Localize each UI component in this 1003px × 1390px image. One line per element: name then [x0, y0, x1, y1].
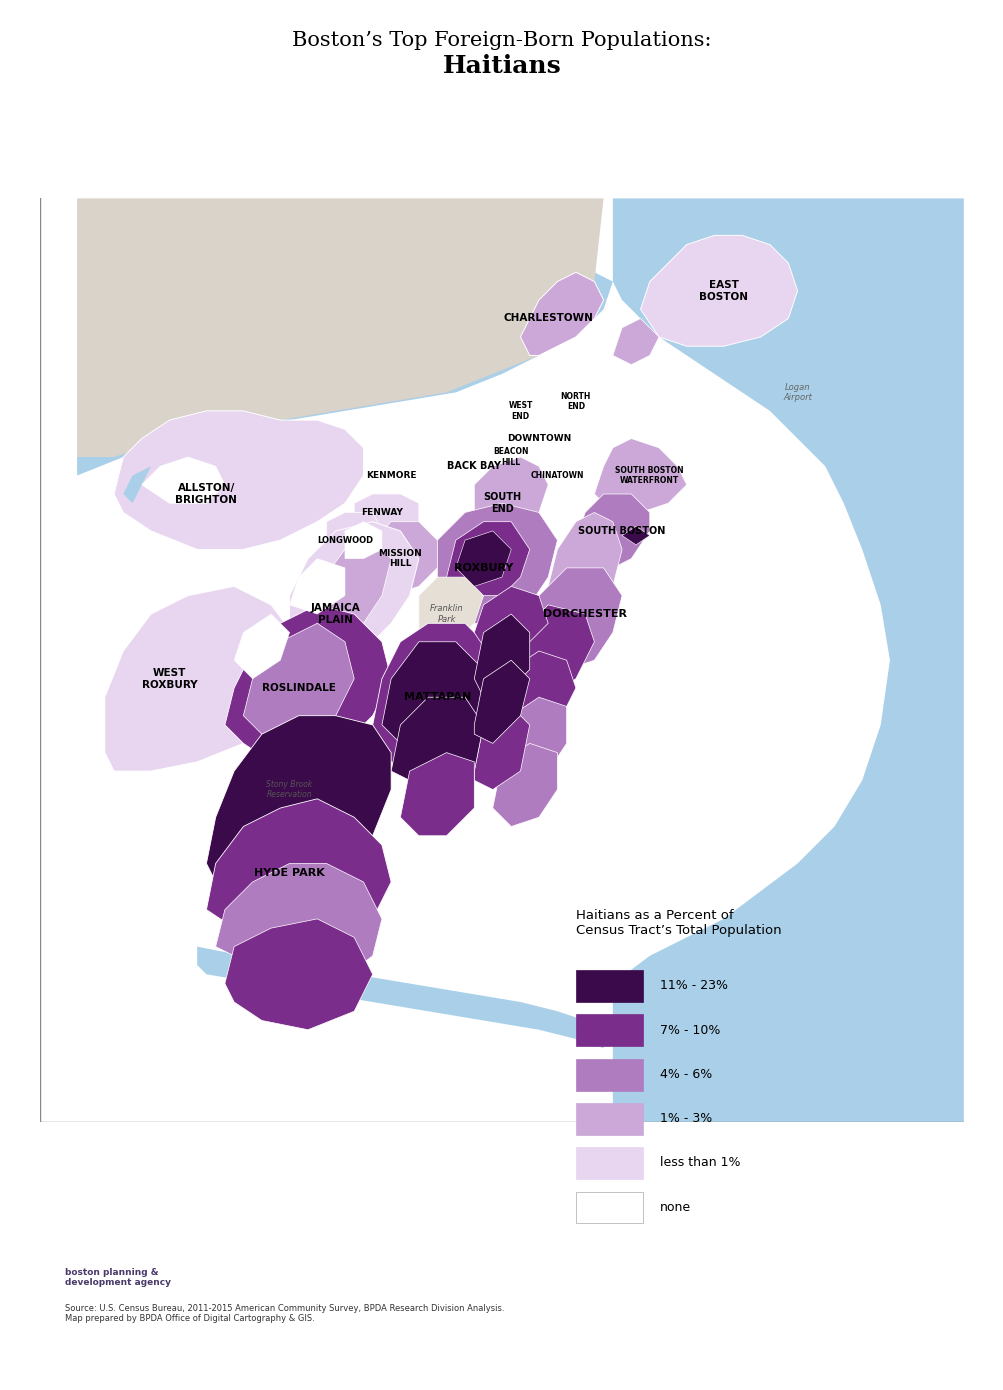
Polygon shape — [391, 698, 483, 790]
Text: WEST
END: WEST END — [508, 402, 533, 421]
Text: Franklin
Park: Franklin Park — [429, 605, 463, 624]
Text: Haitians: Haitians — [442, 54, 561, 78]
Text: NORTH
END: NORTH END — [560, 392, 591, 411]
Polygon shape — [640, 235, 796, 346]
FancyBboxPatch shape — [576, 1059, 642, 1091]
Polygon shape — [612, 199, 963, 1122]
FancyBboxPatch shape — [576, 970, 642, 1002]
Text: EAST
BOSTON: EAST BOSTON — [698, 279, 747, 302]
Polygon shape — [197, 947, 603, 1048]
Polygon shape — [308, 541, 391, 642]
Polygon shape — [114, 411, 363, 549]
Polygon shape — [207, 799, 391, 956]
Polygon shape — [437, 503, 557, 623]
Text: Stony Brook
Reservation: Stony Brook Reservation — [266, 780, 312, 799]
Text: HYDE PARK: HYDE PARK — [254, 867, 325, 877]
Polygon shape — [492, 744, 557, 827]
Polygon shape — [104, 587, 299, 771]
Polygon shape — [381, 642, 483, 762]
Polygon shape — [502, 651, 576, 734]
Text: MATTAPAN: MATTAPAN — [403, 692, 470, 702]
Text: 7% - 10%: 7% - 10% — [659, 1023, 719, 1037]
Text: Haitians as a Percent of
Census Tract’s Total Population: Haitians as a Percent of Census Tract’s … — [576, 909, 781, 937]
Polygon shape — [548, 513, 622, 614]
Polygon shape — [473, 457, 548, 531]
Text: less than 1%: less than 1% — [659, 1156, 739, 1169]
FancyBboxPatch shape — [576, 1191, 642, 1223]
Polygon shape — [566, 272, 612, 328]
Text: Source: U.S. Census Bureau, 2011-2015 American Community Survey, BPDA Research D: Source: U.S. Census Bureau, 2011-2015 Am… — [65, 1304, 505, 1323]
Polygon shape — [372, 521, 437, 595]
Polygon shape — [123, 466, 150, 503]
Polygon shape — [225, 605, 391, 762]
Polygon shape — [473, 706, 530, 790]
Polygon shape — [612, 318, 658, 364]
Polygon shape — [594, 439, 686, 513]
Text: Boston’s Top Foreign-Born Populations:: Boston’s Top Foreign-Born Populations: — [292, 31, 711, 50]
Polygon shape — [289, 521, 418, 660]
Polygon shape — [345, 521, 381, 559]
Polygon shape — [289, 559, 345, 614]
Text: 11% - 23%: 11% - 23% — [659, 980, 727, 992]
Text: MISSION
HILL: MISSION HILL — [378, 549, 422, 569]
Text: WEST
ROXBURY: WEST ROXBURY — [141, 669, 198, 689]
Polygon shape — [77, 282, 603, 475]
Text: ALLSTON/
BRIGHTON: ALLSTON/ BRIGHTON — [176, 484, 237, 505]
Text: boston planning &
development agency: boston planning & development agency — [65, 1268, 172, 1287]
Polygon shape — [243, 623, 354, 744]
FancyBboxPatch shape — [576, 1102, 642, 1134]
Text: ROXBURY: ROXBURY — [453, 563, 513, 573]
Text: SOUTH BOSTON: SOUTH BOSTON — [578, 525, 665, 537]
Text: DORCHESTER: DORCHESTER — [543, 609, 627, 619]
Polygon shape — [502, 698, 566, 780]
Polygon shape — [326, 513, 381, 559]
Text: SOUTH BOSTON
WATERFRONT: SOUTH BOSTON WATERFRONT — [615, 466, 683, 485]
Text: JAMAICA
PLAIN: JAMAICA PLAIN — [311, 603, 360, 626]
Text: CHINATOWN: CHINATOWN — [531, 471, 584, 480]
Text: LONGWOOD: LONGWOOD — [317, 535, 373, 545]
Text: SOUTH
END: SOUTH END — [482, 492, 521, 514]
Polygon shape — [77, 199, 603, 457]
Polygon shape — [557, 374, 594, 411]
Polygon shape — [207, 716, 391, 909]
Text: DOWNTOWN: DOWNTOWN — [507, 434, 571, 443]
Polygon shape — [225, 919, 372, 1030]
FancyBboxPatch shape — [576, 1015, 642, 1047]
Polygon shape — [418, 577, 483, 642]
Polygon shape — [511, 605, 594, 698]
FancyBboxPatch shape — [576, 1147, 642, 1179]
Polygon shape — [473, 660, 530, 744]
Polygon shape — [511, 384, 557, 411]
Polygon shape — [473, 587, 548, 660]
Polygon shape — [354, 493, 418, 541]
Polygon shape — [622, 527, 649, 545]
Polygon shape — [216, 863, 381, 984]
Text: BACK BAY: BACK BAY — [447, 461, 500, 471]
Text: Logan
Airport: Logan Airport — [782, 382, 811, 402]
Polygon shape — [141, 457, 225, 503]
Polygon shape — [511, 411, 585, 475]
Text: none: none — [659, 1201, 690, 1213]
Text: 1% - 3%: 1% - 3% — [659, 1112, 711, 1126]
Polygon shape — [437, 430, 530, 503]
Polygon shape — [234, 614, 289, 678]
Polygon shape — [455, 531, 511, 587]
Polygon shape — [576, 493, 649, 569]
Polygon shape — [520, 272, 603, 356]
Text: 4% - 6%: 4% - 6% — [659, 1068, 711, 1081]
Text: CHARLESTOWN: CHARLESTOWN — [503, 314, 593, 324]
Text: ROSLINDALE: ROSLINDALE — [262, 682, 335, 694]
Polygon shape — [530, 569, 622, 670]
Polygon shape — [446, 521, 530, 595]
Text: FENWAY: FENWAY — [361, 507, 402, 517]
Polygon shape — [400, 752, 473, 835]
Polygon shape — [363, 457, 427, 503]
Polygon shape — [473, 614, 530, 698]
Polygon shape — [372, 623, 502, 771]
Text: KENMORE: KENMORE — [365, 471, 416, 480]
Text: BEACON
HILL: BEACON HILL — [493, 448, 529, 467]
